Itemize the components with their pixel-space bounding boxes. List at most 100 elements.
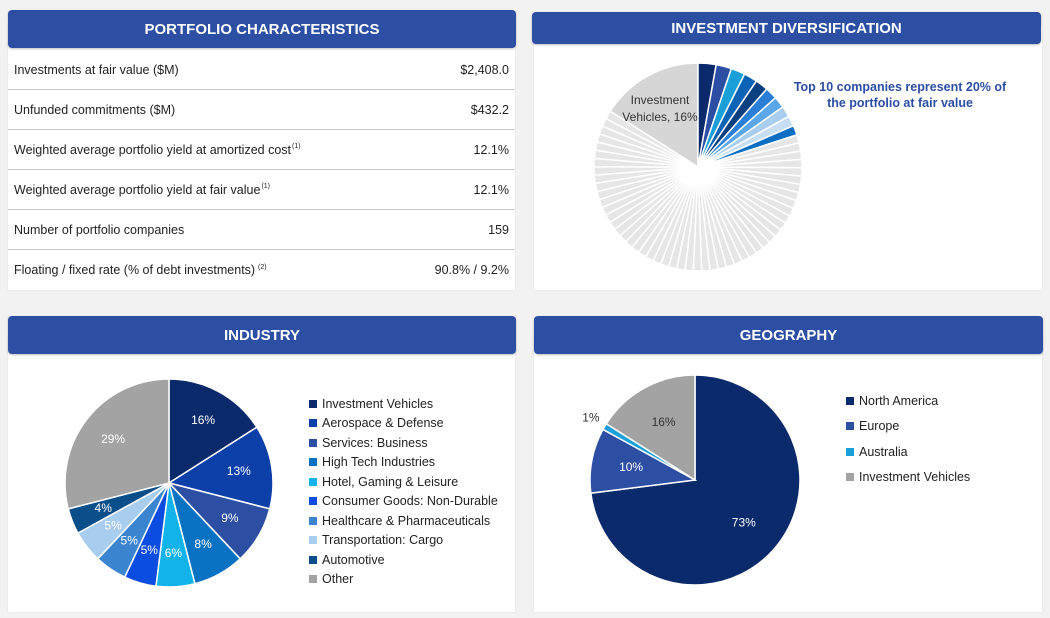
row-label-text: Floating / fixed rate (% of debt investm… [14, 263, 256, 277]
table-row: Floating / fixed rate (% of debt investm… [8, 250, 515, 290]
slice-aerospace-defense [167, 426, 274, 510]
legend-label: Australia [859, 444, 908, 459]
data-label: 1% [582, 411, 600, 425]
row-label-text: Number of portfolio companies [14, 222, 185, 237]
row-label-text: Weighted average portfolio yield at amor… [14, 142, 292, 157]
legend-swatch [309, 438, 317, 447]
row-value: $2,408.0 [460, 62, 509, 77]
investment-diversification-header: INVESTMENT DIVERSIFICATION [532, 12, 1041, 44]
data-label: 6% [165, 546, 183, 560]
row-value: $432.2 [470, 102, 509, 117]
slice-other [64, 378, 170, 510]
row-label: Investments at fair value ($M) [14, 63, 179, 77]
table-row: Number of portfolio companies 159 [8, 210, 515, 250]
top10-annotation-line1: Top 10 companies represent 20% of [793, 80, 1007, 94]
geography-pie-chart: 73% 10% 1% 16% [582, 374, 801, 586]
diversification-pie-chart: Investment Vehicles, 16% [593, 62, 803, 272]
data-label: 13% [227, 464, 251, 478]
legend-label: Investment Vehicles [322, 396, 434, 411]
legend-item: North America [846, 388, 970, 414]
geography-header: GEOGRAPHY [534, 316, 1043, 354]
legend-swatch [309, 419, 317, 428]
data-label: 16% [191, 413, 215, 427]
row-label: Unfunded commitments ($M) [14, 103, 175, 117]
legend-item: Consumer Goods: Non-Durable [309, 492, 498, 512]
data-label: 4% [95, 501, 113, 515]
legend-swatch [846, 447, 854, 456]
row-label-text: Weighted average portfolio yield at fair… [14, 182, 261, 197]
footnote-marker: (1) [292, 143, 301, 151]
legend-item: Automotive [309, 550, 498, 570]
legend-swatch [309, 497, 317, 506]
legend-swatch [309, 477, 317, 486]
legend-item: Investment Vehicles [309, 394, 498, 414]
table-row: Weighted average portfolio yield at amor… [8, 130, 515, 170]
legend-item: Healthcare & Pharmaceuticals [309, 511, 498, 531]
industry-legend: Investment Vehicles Aerospace & Defense Se… [309, 394, 498, 589]
legend-item: Services: Business [309, 433, 498, 453]
legend-label: North America [859, 393, 939, 408]
data-label: 5% [141, 543, 159, 557]
legend-label: Aerospace & Defense [322, 416, 444, 431]
legend-item: Aerospace & Defense [309, 414, 498, 434]
legend-label: Europe [859, 419, 900, 434]
portfolio-characteristics-header: PORTFOLIO CHARACTERISTICS [8, 10, 516, 48]
slice-investment-vehicles [168, 378, 258, 485]
legend-label: Hotel, Gaming & Leisure [322, 474, 459, 489]
legend-item: Australia [846, 439, 970, 465]
row-label-text: Investments at fair value ($M) [14, 62, 179, 77]
row-label-text: Unfunded commitments ($M) [14, 102, 176, 117]
legend-swatch [309, 536, 317, 545]
slice-investment-vehicles [605, 374, 696, 482]
legend-item: High Tech Industries [309, 453, 498, 473]
legend-label: Healthcare & Pharmaceuticals [322, 513, 491, 528]
legend-swatch [309, 399, 317, 408]
legend-swatch [309, 575, 317, 584]
legend-swatch [309, 458, 317, 467]
legend-swatch [846, 473, 854, 482]
footnote-marker: (2) [256, 263, 267, 271]
data-label: 29% [101, 432, 125, 446]
legend-label: Other [322, 572, 354, 587]
legend-label: Consumer Goods: Non-Durable [322, 494, 498, 509]
data-label: 73% [732, 515, 756, 529]
slice-other-company [604, 110, 699, 168]
data-label: 10% [619, 460, 643, 474]
legend-item: Hotel, Gaming & Leisure [309, 472, 498, 492]
legend-label: Investment Vehicles [859, 470, 971, 485]
portfolio-characteristics-panel [8, 26, 515, 290]
legend-item: Other [309, 570, 498, 590]
legend-swatch [846, 422, 854, 431]
legend-label: Automotive [322, 552, 385, 567]
row-value: 90.8% / 9.2% [434, 263, 509, 277]
portfolio-characteristics-table: Investments at fair value ($M) $2,408.0 Un… [8, 50, 515, 290]
industry-header: INDUSTRY [8, 316, 516, 354]
legend-swatch [846, 396, 854, 405]
data-label: 8% [194, 537, 212, 551]
legend-swatch [309, 555, 317, 564]
table-row: Investments at fair value ($M) $2,408.0 [8, 50, 515, 90]
row-value: 159 [488, 222, 509, 237]
row-value: 12.1% [473, 182, 509, 197]
row-value: 12.1% [473, 142, 509, 157]
row-label: Number of portfolio companies [14, 223, 184, 237]
industry-pie-chart: 16%13%9%8%6%5%5%5%4%29% [64, 378, 274, 588]
table-row: Weighted average portfolio yield at fair… [8, 170, 515, 210]
data-label: 16% [652, 415, 676, 429]
row-label: Weighted average portfolio yield at amor… [14, 143, 301, 157]
slice-label-investment-vehicles: Investment [631, 93, 690, 107]
slice-label-investment-vehicles-pct: Vehicles, 16% [622, 110, 698, 124]
top10-annotation-line2: the portfolio at fair value [827, 96, 973, 110]
legend-label: High Tech Industries [322, 455, 436, 470]
top10-annotation: Top 10 companies represent 20% of the po… [790, 79, 1010, 111]
legend-swatch [309, 516, 317, 525]
table-row: Unfunded commitments ($M) $432.2 [8, 90, 515, 130]
geography-legend: North America Europe Australia Investment V… [846, 388, 970, 490]
legend-item: Transportation: Cargo [309, 531, 498, 551]
data-label: 9% [221, 511, 239, 525]
legend-item: Europe [846, 414, 970, 440]
slice-investment-vehicles [609, 62, 699, 169]
footnote-marker: (1) [261, 183, 271, 191]
row-label: Floating / fixed rate (% of debt investm… [14, 263, 267, 277]
data-label: 5% [121, 534, 139, 548]
